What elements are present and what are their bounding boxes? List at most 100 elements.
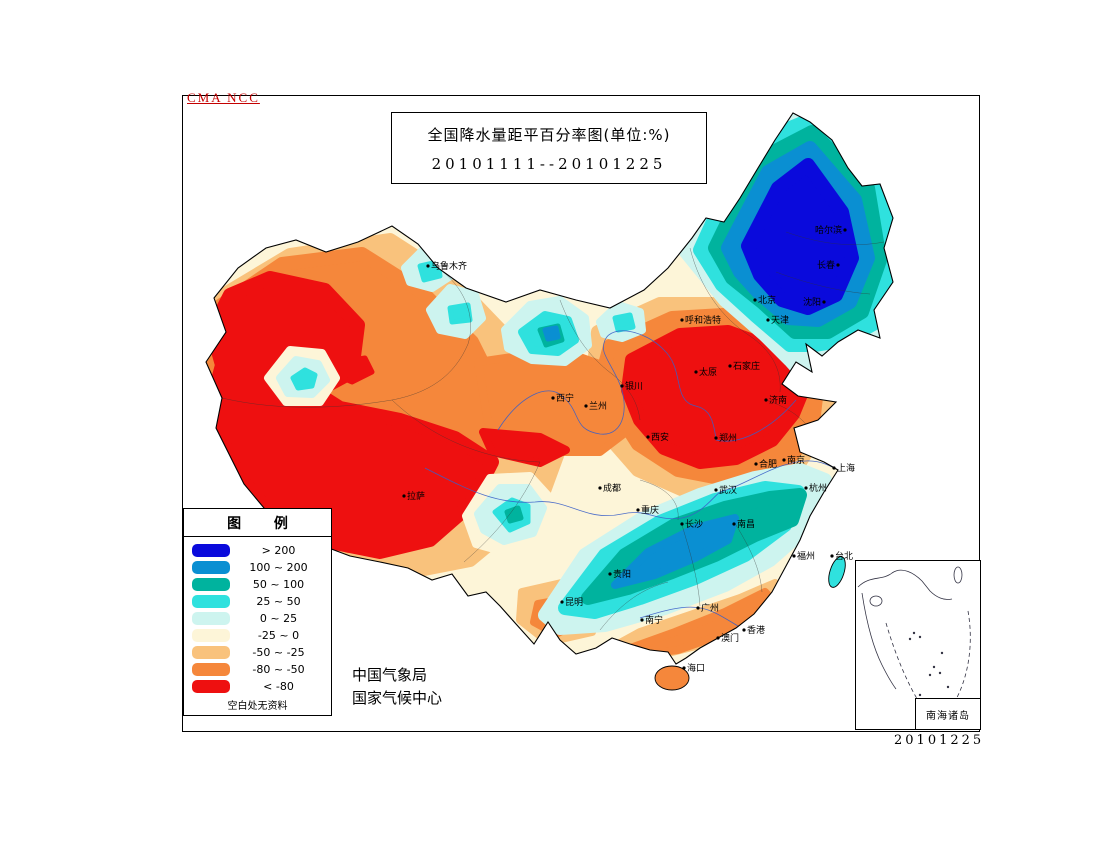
legend-entry: -80 ~ -50 (188, 661, 327, 677)
city-dot (832, 466, 836, 470)
footer-date: 20101225 (894, 733, 985, 748)
city-label: 澳门 (721, 632, 739, 644)
city-label: 上海 (837, 462, 855, 474)
legend-range-label: 0 ~ 25 (259, 611, 298, 625)
city-dot (598, 486, 602, 490)
legend-entries: > 200 100 ~ 200 50 ~ 100 25 ~ 50 0 ~ 25 … (184, 537, 331, 694)
legend-range-label: 25 ~ 50 (256, 594, 301, 608)
city-dot (728, 364, 732, 368)
legend-range-label: 50 ~ 100 (252, 577, 305, 591)
city-dot (782, 458, 786, 462)
city-label: 长沙 (685, 518, 703, 530)
anomaly-fill-layers (206, 113, 893, 664)
legend-entry: 50 ~ 100 (188, 576, 327, 592)
blob-xinjiang-east-25-50 (447, 302, 473, 325)
legend-entry: 25 ~ 50 (188, 593, 327, 609)
city-label: 昆明 (565, 597, 583, 608)
legend-entry: 100 ~ 200 (188, 559, 327, 575)
city-label: 石家庄 (733, 360, 760, 372)
city-label: 南宁 (645, 614, 663, 626)
inset-vietnam-coast (861, 592, 897, 690)
city-label: 银川 (625, 380, 643, 392)
legend-swatch (192, 645, 230, 659)
credits: 中国气象局 国家气候中心 (352, 664, 442, 710)
city-dot (694, 370, 698, 374)
city-label: 香港 (747, 624, 765, 636)
map-frame (182, 95, 980, 732)
inset-dash-line-east (953, 610, 971, 704)
region-north-china-red (621, 325, 809, 469)
legend-entry: -25 ~ 0 (188, 627, 327, 643)
inset-coastline (857, 569, 953, 600)
legend-entry: -50 ~ -25 (188, 644, 327, 660)
city-label: 西安 (651, 431, 669, 443)
legend-entry: 0 ~ 25 (188, 610, 327, 626)
city-dot (402, 494, 406, 498)
city-label: 杭州 (809, 482, 827, 494)
inset-dash-line-west (885, 622, 923, 708)
city-label: 济南 (769, 394, 787, 406)
region-tarim-red-spot (335, 355, 375, 385)
city-dot (714, 488, 718, 492)
city-label: 台北 (835, 550, 853, 562)
legend-entry: < -80 (188, 678, 327, 694)
map-title: 全国降水量距平百分率图(单位:%) (427, 126, 671, 144)
inset-label: 南海诸岛 (915, 698, 980, 729)
legend-range-label: > 200 (261, 543, 296, 557)
legend-swatch (192, 628, 230, 642)
city-dot (682, 666, 686, 670)
city-dot (732, 522, 736, 526)
inset-hainan (869, 595, 883, 607)
credits-agency: 中国气象局 (352, 666, 428, 684)
legend: 图 例 > 200 100 ~ 200 50 ~ 100 25 ~ 50 0 ~… (183, 508, 332, 716)
blob-urumqi-25-50 (417, 259, 443, 283)
city-dot (716, 636, 720, 640)
city-label: 哈尔滨 (815, 224, 842, 236)
city-label: 贵阳 (613, 568, 631, 580)
city-dot (822, 300, 826, 304)
city-dot (843, 228, 847, 232)
city-dot (754, 462, 758, 466)
blob-hohhot-west-25-50 (612, 312, 636, 333)
city-label: 沈阳 (803, 296, 821, 308)
city-label: 兰州 (589, 400, 607, 412)
date-range: 20101111--20101225 (431, 155, 667, 173)
city-dot (753, 298, 757, 302)
city-dot (636, 508, 640, 512)
city-dot (696, 606, 700, 610)
pearl-river (639, 606, 746, 631)
city-dot (714, 436, 718, 440)
city-label: 拉萨 (407, 490, 425, 502)
yellow-river (497, 330, 797, 442)
blob-sichuan-west-50-100 (504, 505, 524, 524)
city-dot (680, 318, 684, 322)
city-label: 合肥 (759, 458, 777, 470)
city-dot (608, 572, 612, 576)
legend-title: 图 例 (184, 509, 331, 537)
legend-range-label: 100 ~ 200 (249, 560, 308, 574)
city-dot (584, 404, 588, 408)
legend-swatch (192, 560, 230, 574)
hainan-island (654, 665, 690, 691)
city-label: 西宁 (556, 392, 574, 404)
inset-islands (908, 631, 950, 703)
city-dot (836, 263, 840, 267)
city-label: 天津 (771, 315, 789, 326)
south-china-sea-inset: 南海诸岛 (855, 560, 981, 730)
taiwan-island (828, 556, 846, 588)
city-dot (646, 435, 650, 439)
city-label: 长春 (817, 259, 835, 271)
city-dot (766, 318, 770, 322)
legend-swatch (192, 611, 230, 625)
city-label: 北京 (758, 294, 776, 306)
legend-swatch (192, 577, 230, 591)
title-box: 全国降水量距平百分率图(单位:%) 20101111--20101225 (391, 112, 707, 184)
city-label: 广州 (701, 602, 719, 614)
rivers (424, 330, 837, 631)
city-label: 太原 (699, 366, 717, 378)
inset-taiwan (953, 566, 963, 584)
city-label: 重庆 (641, 504, 659, 516)
